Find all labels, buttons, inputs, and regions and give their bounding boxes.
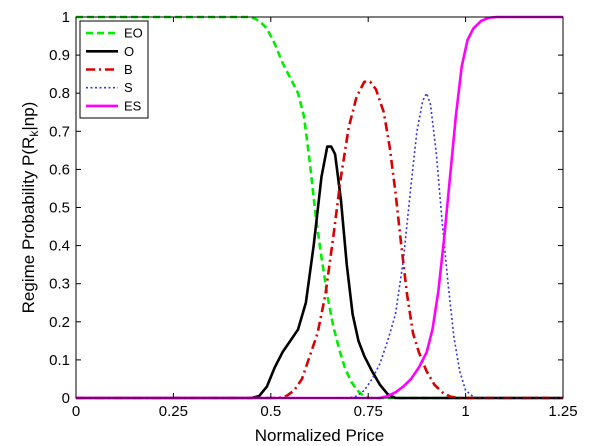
y-tick-label: 0.7 <box>49 123 70 140</box>
y-axis-label-subscript: k <box>27 130 41 137</box>
y-tick-label: 0.8 <box>49 85 70 102</box>
x-tick-label: 0.75 <box>354 403 383 420</box>
series-line-es <box>76 15 563 400</box>
x-tick-label: 0.5 <box>260 403 281 420</box>
y-axis-label-tail: |np) <box>19 102 38 131</box>
y-tick-label: 0.6 <box>49 161 70 178</box>
y-tick-label: 0.4 <box>49 238 70 255</box>
y-tick-label: 0.5 <box>49 200 70 217</box>
series-line-o <box>76 145 563 400</box>
y-tick-label: 0.9 <box>49 47 70 64</box>
x-tick-label: 1 <box>461 403 469 420</box>
x-tick-label: 0.25 <box>159 403 188 420</box>
y-tick-label: 0.2 <box>49 314 70 331</box>
x-axis-label: Normalized Price <box>255 426 384 445</box>
legend-label-s: S <box>124 80 133 95</box>
plot-frame <box>75 16 564 399</box>
y-tick-label: 0.3 <box>49 276 70 293</box>
legend-label-b: B <box>124 62 133 77</box>
y-axis-label-main: Regime Probability P(R <box>19 137 38 314</box>
legend-label-o: O <box>124 44 134 59</box>
x-tick-label: 1.25 <box>548 403 577 420</box>
y-axis-label: Regime Probability P(Rk|np) <box>19 102 41 314</box>
legend-label-eo: EO <box>124 26 143 41</box>
series-line-b <box>76 80 563 400</box>
y-tick-label: 0 <box>62 390 70 407</box>
y-tick-label: 1 <box>62 9 70 26</box>
series-line-eo <box>76 15 563 400</box>
y-tick-label: 0.1 <box>49 352 70 369</box>
legend-label-es: ES <box>124 98 142 113</box>
x-tick-label: 0 <box>72 403 80 420</box>
